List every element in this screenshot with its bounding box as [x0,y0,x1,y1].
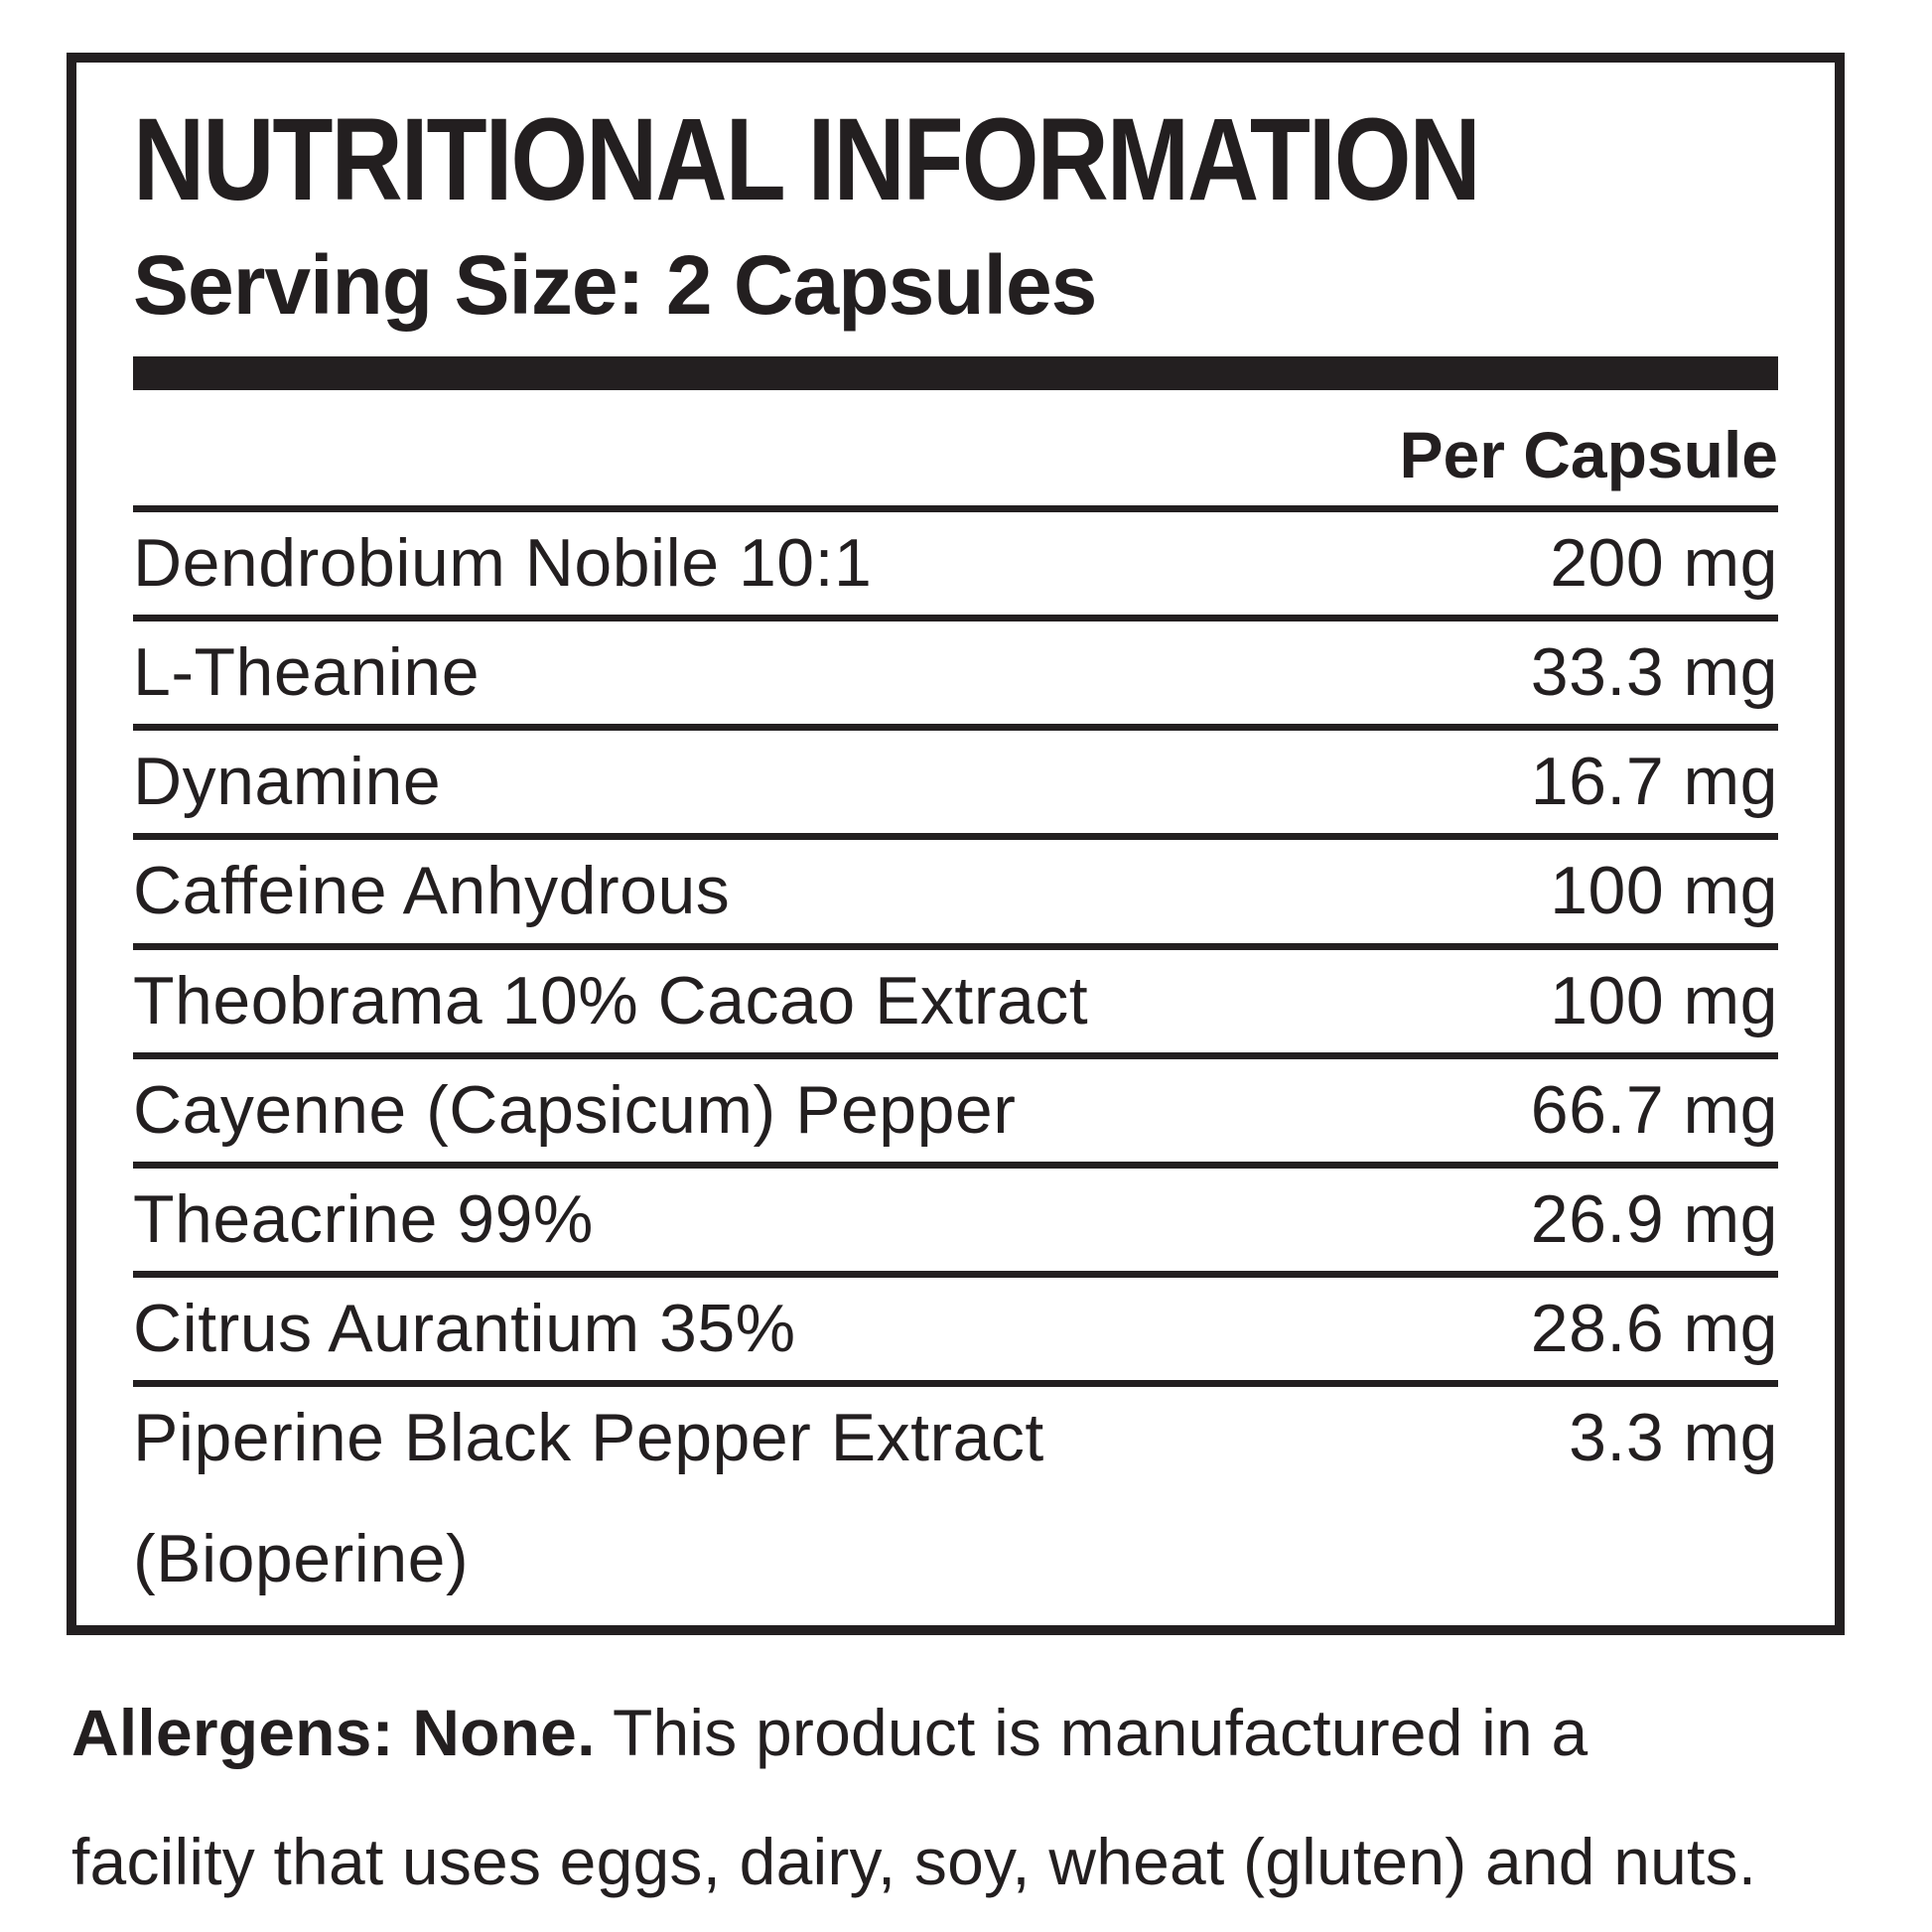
ingredient-amount: 66.7 mg [1530,1071,1778,1148]
header-rule-line [133,505,1778,512]
table-row: L-Theanine 33.3 mg [133,621,1778,732]
table-row: Theobrama 10% Cacao Extract 100 mg [133,950,1778,1059]
ingredient-name: L-Theanine [133,634,481,711]
table-row: Dendrobium Nobile 10:1 200 mg [133,512,1778,622]
ingredient-name-line2: (Bioperine) [133,1521,470,1597]
table-row: Dynamine 16.7 mg [133,731,1778,841]
ingredient-name: Cayenne (Capsicum) Pepper [133,1071,1017,1148]
ingredient-amount: 26.9 mg [1530,1180,1778,1257]
ingredient-name-line1: Piperine Black Pepper Extract [133,1400,1044,1476]
ingredient-amount: 28.6 mg [1530,1291,1778,1367]
allergen-bold-intro: Allergens: None. [71,1696,596,1769]
per-capsule-column-header: Per Capsule [1399,418,1779,491]
ingredient-name: Caffeine Anhydrous [133,853,731,929]
ingredient-amount: 200 mg [1550,525,1778,601]
table-row: Piperine Black Pepper Extract (Bioperine… [133,1387,1778,1656]
thick-divider-bar [133,356,1778,390]
serving-size-text: Serving Size: 2 Capsules [133,238,1097,332]
ingredient-table: Dendrobium Nobile 10:1 200 mg L-Theanine… [133,512,1778,1657]
allergen-line-1: Allergens: None. This product is manufac… [71,1700,1904,1765]
allergen-line-2: facility that uses eggs, dairy, soy, whe… [71,1825,1757,1898]
table-row: Cayenne (Capsicum) Pepper 66.7 mg [133,1059,1778,1169]
ingredient-name: Dendrobium Nobile 10:1 [133,525,873,601]
ingredient-name: Piperine Black Pepper Extract (Bioperine… [133,1400,1044,1642]
ingredient-amount: 33.3 mg [1530,634,1778,711]
ingredient-amount: 100 mg [1550,853,1778,929]
ingredient-name: Dynamine [133,744,442,820]
ingredient-amount: 16.7 mg [1530,744,1778,820]
table-row: Citrus Aurantium 35% 28.6 mg [133,1278,1778,1388]
ingredient-name: Theacrine 99% [133,1180,594,1257]
ingredient-name: Theobrama 10% Cacao Extract [133,962,1089,1038]
allergen-statement: Allergens: None. This product is manufac… [71,1700,1904,1932]
allergen-line1-rest: This product is manufactured in a [595,1696,1588,1769]
ingredient-name: Citrus Aurantium 35% [133,1291,796,1367]
table-row: Theacrine 99% 26.9 mg [133,1169,1778,1279]
panel-title: NUTRITIONAL INFORMATION [133,93,1481,226]
table-row: Caffeine Anhydrous 100 mg [133,840,1778,950]
nutrition-facts-panel: NUTRITIONAL INFORMATION Serving Size: 2 … [67,53,1845,1635]
ingredient-amount: 3.3 mg [1569,1400,1778,1476]
ingredient-amount: 100 mg [1550,962,1778,1038]
